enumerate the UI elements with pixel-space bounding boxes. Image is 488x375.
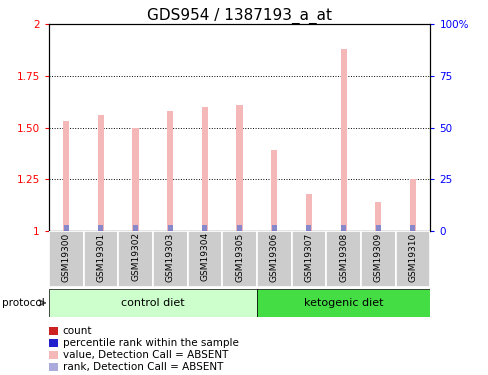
Text: GSM19304: GSM19304 (200, 232, 209, 281)
Bar (167, 225, 172, 231)
Text: GSM19305: GSM19305 (235, 232, 244, 282)
Bar (63, 122, 69, 231)
Bar (360, 231, 395, 287)
Bar (222, 231, 256, 287)
Text: percentile rank within the sample: percentile rank within the sample (62, 338, 238, 348)
Bar (256, 289, 429, 317)
Bar (49, 231, 83, 287)
Bar (271, 225, 276, 231)
Bar (167, 111, 173, 231)
Bar (409, 179, 415, 231)
Bar (133, 225, 138, 231)
Bar (49, 289, 256, 317)
Text: control diet: control diet (121, 298, 184, 308)
Bar (237, 225, 242, 231)
Bar (132, 128, 139, 231)
Text: GSM19303: GSM19303 (165, 232, 174, 282)
Text: ketogenic diet: ketogenic diet (303, 298, 383, 308)
Bar (153, 231, 187, 287)
Text: GSM19302: GSM19302 (131, 232, 140, 281)
Bar (375, 225, 380, 231)
Text: count: count (62, 326, 92, 336)
Bar (83, 231, 118, 287)
Text: GSM19306: GSM19306 (269, 232, 278, 282)
Bar (98, 115, 104, 231)
Bar (341, 225, 346, 231)
Bar (395, 231, 429, 287)
Bar (202, 107, 207, 231)
Bar (306, 225, 311, 231)
Bar (187, 231, 222, 287)
Text: protocol: protocol (2, 298, 45, 308)
Text: GSM19310: GSM19310 (407, 232, 417, 282)
Bar (374, 202, 381, 231)
Text: GSM19307: GSM19307 (304, 232, 313, 282)
Text: GSM19308: GSM19308 (339, 232, 347, 282)
Bar (291, 231, 325, 287)
Bar (325, 231, 360, 287)
Text: GSM19309: GSM19309 (373, 232, 382, 282)
Bar (98, 225, 103, 231)
Bar (202, 225, 207, 231)
Title: GDS954 / 1387193_a_at: GDS954 / 1387193_a_at (147, 8, 331, 24)
Bar (340, 49, 346, 231)
Text: GSM19301: GSM19301 (96, 232, 105, 282)
Bar (63, 225, 69, 231)
Text: value, Detection Call = ABSENT: value, Detection Call = ABSENT (62, 350, 227, 360)
Bar (256, 231, 291, 287)
Bar (409, 225, 415, 231)
Bar (118, 231, 153, 287)
Bar (305, 194, 311, 231)
Text: rank, Detection Call = ABSENT: rank, Detection Call = ABSENT (62, 362, 223, 372)
Text: GSM19300: GSM19300 (61, 232, 71, 282)
Bar (271, 150, 277, 231)
Bar (236, 105, 242, 231)
